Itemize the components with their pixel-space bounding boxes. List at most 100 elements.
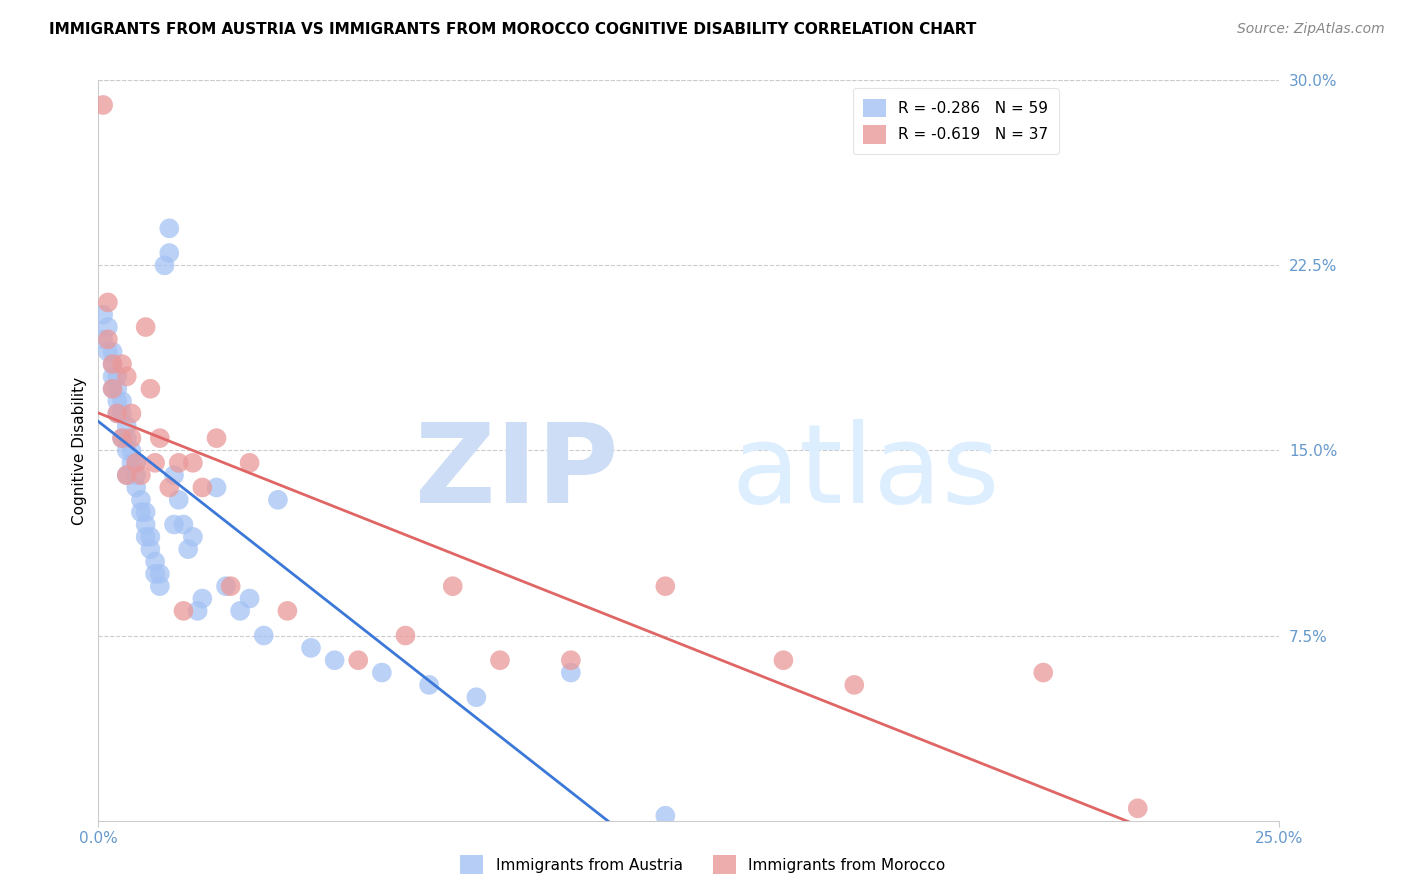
- Point: [172, 604, 194, 618]
- Text: Source: ZipAtlas.com: Source: ZipAtlas.com: [1237, 22, 1385, 37]
- Point: [163, 468, 186, 483]
- Point: [101, 369, 124, 384]
- Y-axis label: Cognitive Disability: Cognitive Disability: [72, 376, 87, 524]
- Point: [139, 382, 162, 396]
- Point: [299, 640, 322, 655]
- Point: [129, 468, 152, 483]
- Point: [267, 492, 290, 507]
- Point: [371, 665, 394, 680]
- Point: [167, 456, 190, 470]
- Point: [125, 456, 148, 470]
- Point: [149, 566, 172, 581]
- Point: [219, 579, 242, 593]
- Point: [163, 517, 186, 532]
- Point: [181, 456, 204, 470]
- Point: [560, 653, 582, 667]
- Point: [205, 480, 228, 494]
- Point: [157, 480, 180, 494]
- Point: [101, 344, 124, 359]
- Point: [143, 456, 166, 470]
- Point: [239, 456, 262, 470]
- Point: [418, 678, 440, 692]
- Point: [121, 456, 143, 470]
- Point: [101, 382, 124, 396]
- Point: [489, 653, 512, 667]
- Point: [323, 653, 346, 667]
- Point: [394, 628, 416, 642]
- Point: [105, 394, 128, 409]
- Point: [1032, 665, 1054, 680]
- Point: [125, 456, 148, 470]
- Point: [111, 357, 134, 371]
- Point: [276, 604, 298, 618]
- Point: [191, 591, 214, 606]
- Point: [149, 431, 172, 445]
- Point: [772, 653, 794, 667]
- Legend: R = -0.286   N = 59, R = -0.619   N = 37: R = -0.286 N = 59, R = -0.619 N = 37: [852, 88, 1059, 154]
- Point: [111, 394, 134, 409]
- Point: [135, 505, 157, 519]
- Point: [215, 579, 238, 593]
- Point: [157, 246, 180, 260]
- Point: [1126, 801, 1149, 815]
- Point: [91, 332, 114, 346]
- Point: [153, 258, 176, 272]
- Point: [101, 357, 124, 371]
- Legend: Immigrants from Austria, Immigrants from Morocco: Immigrants from Austria, Immigrants from…: [454, 849, 952, 880]
- Point: [177, 542, 200, 557]
- Point: [129, 505, 152, 519]
- Point: [125, 480, 148, 494]
- Point: [181, 530, 204, 544]
- Point: [111, 407, 134, 421]
- Point: [91, 98, 114, 112]
- Point: [115, 369, 138, 384]
- Point: [91, 308, 114, 322]
- Point: [105, 382, 128, 396]
- Point: [105, 407, 128, 421]
- Point: [97, 320, 120, 334]
- Point: [229, 604, 252, 618]
- Point: [115, 431, 138, 445]
- Point: [115, 468, 138, 483]
- Point: [191, 480, 214, 494]
- Point: [187, 604, 209, 618]
- Point: [844, 678, 866, 692]
- Point: [167, 492, 190, 507]
- Point: [105, 407, 128, 421]
- Point: [121, 431, 143, 445]
- Point: [441, 579, 464, 593]
- Text: ZIP: ZIP: [415, 419, 619, 526]
- Point: [139, 530, 162, 544]
- Point: [111, 431, 134, 445]
- Point: [121, 443, 143, 458]
- Point: [253, 628, 276, 642]
- Point: [149, 579, 172, 593]
- Point: [125, 468, 148, 483]
- Point: [129, 492, 152, 507]
- Point: [115, 468, 138, 483]
- Point: [111, 431, 134, 445]
- Point: [205, 431, 228, 445]
- Point: [135, 320, 157, 334]
- Point: [139, 542, 162, 557]
- Point: [172, 517, 194, 532]
- Point: [654, 808, 676, 822]
- Point: [105, 369, 128, 384]
- Point: [115, 443, 138, 458]
- Point: [121, 407, 143, 421]
- Point: [143, 555, 166, 569]
- Point: [239, 591, 262, 606]
- Text: atlas: atlas: [733, 419, 1000, 526]
- Point: [135, 517, 157, 532]
- Point: [654, 579, 676, 593]
- Point: [135, 530, 157, 544]
- Point: [560, 665, 582, 680]
- Point: [347, 653, 370, 667]
- Point: [143, 566, 166, 581]
- Point: [465, 690, 488, 705]
- Point: [97, 344, 120, 359]
- Text: IMMIGRANTS FROM AUSTRIA VS IMMIGRANTS FROM MOROCCO COGNITIVE DISABILITY CORRELAT: IMMIGRANTS FROM AUSTRIA VS IMMIGRANTS FR…: [49, 22, 977, 37]
- Point: [101, 382, 124, 396]
- Point: [101, 357, 124, 371]
- Point: [97, 332, 120, 346]
